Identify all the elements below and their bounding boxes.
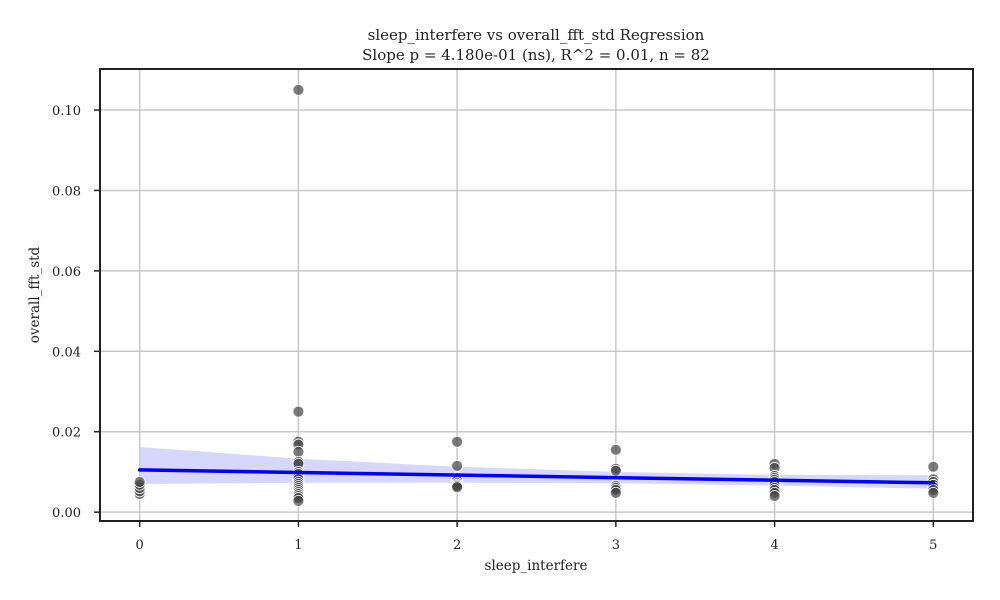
scatter-point <box>292 405 305 418</box>
scatter-point <box>292 494 305 507</box>
x-axis-label: sleep_interfere <box>485 558 588 574</box>
scatter-point <box>609 464 622 477</box>
y-tick-label: 0.08 <box>52 184 81 199</box>
x-tick-label: 4 <box>770 538 778 553</box>
y-axis-ticks: 0.00 0.02 0.04 0.06 0.08 0.10 <box>52 104 100 521</box>
scatter-point <box>133 476 146 488</box>
x-tick-label: 5 <box>929 538 937 553</box>
y-tick-label: 0.06 <box>52 265 81 280</box>
regression-line <box>137 468 936 485</box>
x-tick-label: 1 <box>294 538 302 553</box>
scatter-point <box>768 490 781 502</box>
grid-lines <box>100 69 973 521</box>
x-tick-label: 0 <box>136 538 144 553</box>
y-tick-label: 0.10 <box>52 104 81 119</box>
x-axis-ticks: 0 1 2 3 4 5 <box>136 521 937 553</box>
scatter-point <box>451 481 464 494</box>
y-tick-label: 0.04 <box>52 345 81 360</box>
plot-frame <box>99 68 974 522</box>
scatter-point <box>451 460 464 472</box>
scatter-point <box>292 445 305 458</box>
chart-title: sleep_interfere vs overall_fft_std Regre… <box>368 26 705 44</box>
scatter-point <box>609 443 622 456</box>
scatter-point <box>609 486 622 499</box>
scatter-point <box>451 435 464 448</box>
x-tick-label: 3 <box>612 538 620 553</box>
regression-line-layer <box>137 468 936 485</box>
scatter-point <box>292 84 305 96</box>
scatter-point <box>927 486 940 499</box>
y-axis-label: overall_fft_std <box>27 246 43 343</box>
scatter-point <box>927 460 940 473</box>
x-tick-label: 2 <box>453 538 461 553</box>
scatter-points <box>133 84 940 507</box>
y-tick-label: 0.02 <box>52 426 81 441</box>
y-tick-label: 0.00 <box>52 506 81 521</box>
chart-subtitle: Slope p = 4.180e-01 (ns), R^2 = 0.01, n … <box>362 46 710 64</box>
